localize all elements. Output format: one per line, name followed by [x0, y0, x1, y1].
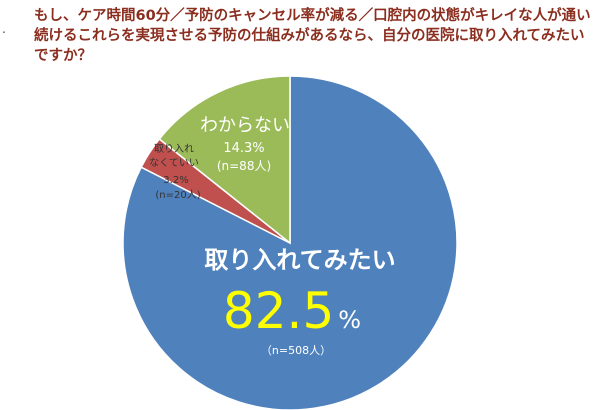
slice-percent-yes-value: 82.5 — [223, 282, 334, 340]
slice-label-no-line1: 取り入れ — [154, 143, 194, 155]
chart-title: もし、ケア時間60分／予防のキャンセル率が減る／口腔内の状態がキレイな人が通い続… — [34, 8, 591, 64]
pie-slice-unknown — [158, 75, 291, 245]
slice-n-no: (n=20人) — [155, 189, 200, 201]
slice-label-yes: 取り入れてみたい — [204, 246, 395, 274]
slice-n-unknown: (n=88人) — [217, 159, 271, 173]
slice-percent-yes-unit: % — [338, 306, 361, 334]
slice-percent-yes: 82.5% — [223, 282, 361, 340]
slice-n-yes: （n=508人） — [261, 344, 331, 357]
slice-percent-no: 3.2% — [163, 175, 188, 186]
bullet-mark: . — [2, 22, 6, 36]
slice-percent-unknown: 14.3% — [223, 141, 264, 156]
slice-label-unknown: わからない — [200, 115, 290, 136]
slice-label-no-line2: なくていい — [149, 157, 199, 169]
